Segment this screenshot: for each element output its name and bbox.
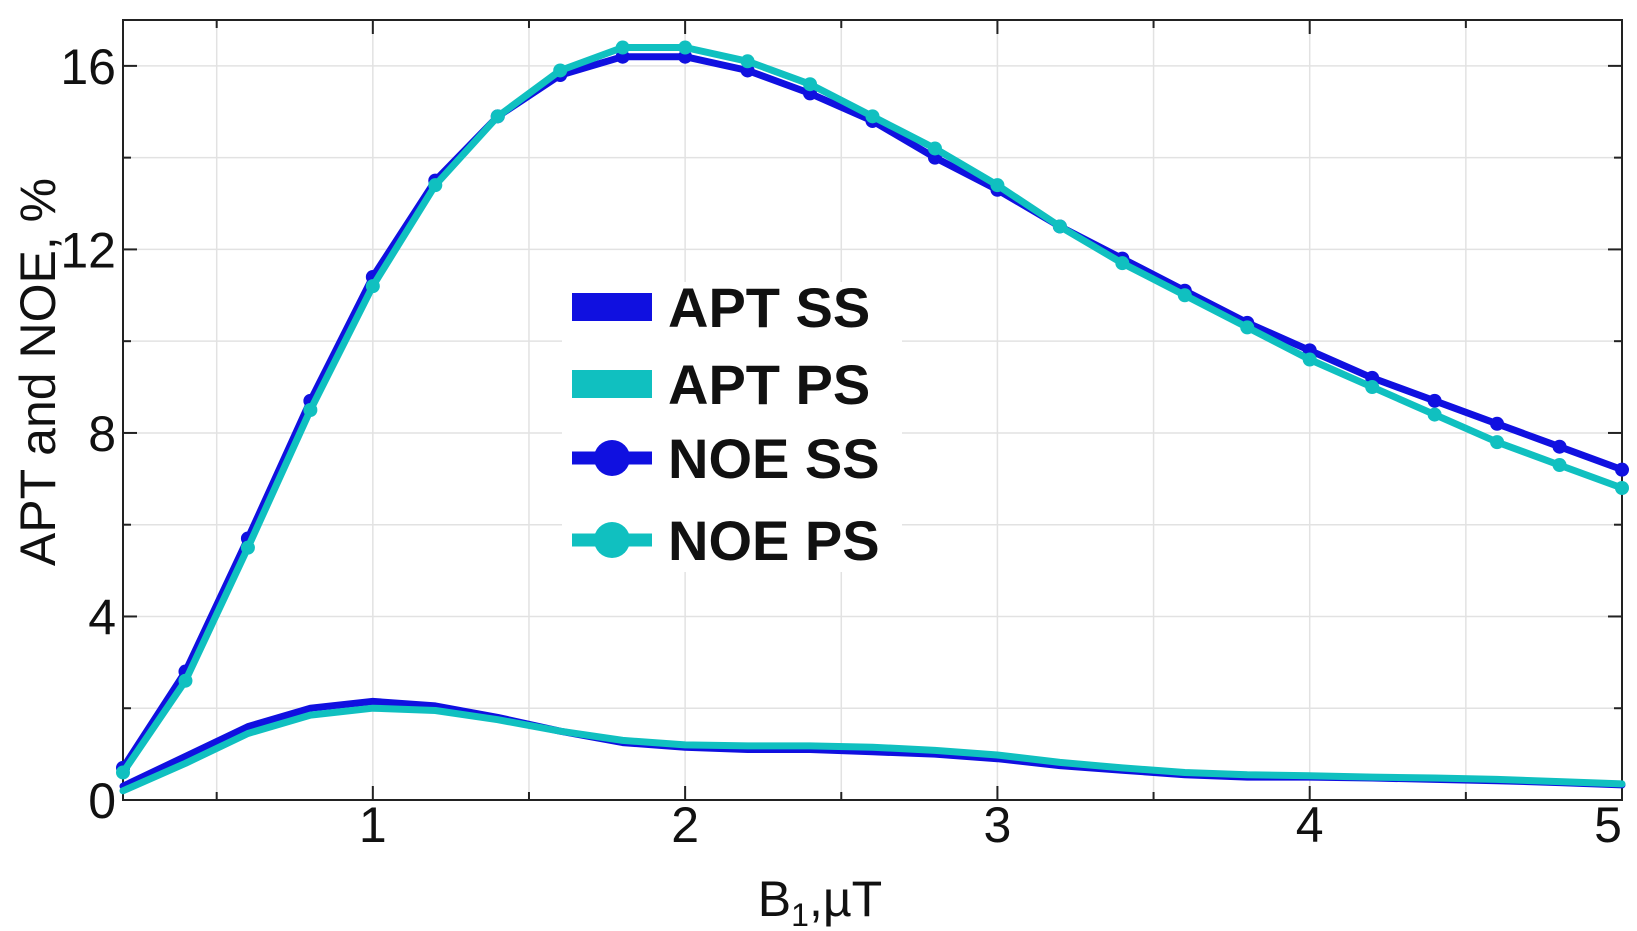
data-point [927, 141, 942, 156]
y-tick-label: 4 [88, 589, 116, 645]
legend-marker [594, 522, 630, 558]
x-tick-label: 2 [671, 797, 699, 853]
data-point [553, 63, 568, 78]
data-point [615, 40, 630, 55]
x-tick-label: 5 [1594, 797, 1622, 853]
data-point [1552, 439, 1567, 454]
legend: APT SS APT PS NOE SS NOE PS [562, 276, 902, 572]
data-point [1615, 481, 1629, 495]
legend-label: NOE PS [668, 509, 880, 572]
data-point [1427, 393, 1442, 408]
y-tick-label: 0 [88, 773, 116, 829]
y-axis-title: APT and NOE, % [10, 178, 66, 566]
data-point [303, 403, 318, 417]
data-point [1490, 435, 1505, 450]
data-point [740, 54, 755, 69]
data-point [1177, 288, 1192, 303]
data-point [1427, 407, 1442, 422]
data-point [178, 673, 193, 688]
x-axis-title-subscript: 1 [791, 897, 809, 931]
data-point [490, 109, 505, 124]
y-tick-label: 16 [60, 39, 116, 95]
legend-label: NOE SS [668, 427, 880, 490]
data-point [1490, 416, 1505, 431]
y-tick-label: 8 [88, 406, 116, 462]
series-line [119, 704, 1626, 795]
x-tick-label: 1 [359, 797, 387, 853]
data-point [1615, 462, 1629, 477]
data-point [116, 765, 130, 780]
data-point [1115, 256, 1130, 271]
series-layer [116, 40, 1629, 795]
legend-label: APT SS [668, 276, 870, 339]
data-point [1240, 320, 1255, 335]
x-tick-label: 3 [984, 797, 1012, 853]
data-point [428, 178, 443, 193]
data-point [240, 540, 255, 555]
plot-frame [122, 19, 1623, 801]
data-point [365, 279, 380, 294]
data-point [1302, 352, 1317, 367]
data-point [678, 40, 693, 55]
data-point [990, 178, 1005, 193]
x-axis-title: B1,µT [758, 871, 882, 931]
legend-marker [594, 440, 630, 476]
y-tick-label: 12 [60, 222, 116, 278]
data-point [1365, 380, 1380, 395]
x-tick-label: 4 [1296, 797, 1324, 853]
x-axis-title-main: B [758, 871, 791, 927]
data-point [1552, 458, 1567, 473]
axis-ticks [123, 20, 1623, 800]
data-point [1052, 219, 1067, 234]
x-axis-title-unit: ,µT [809, 871, 882, 927]
data-point [803, 77, 818, 92]
plot-border [122, 19, 1623, 801]
data-point [865, 109, 880, 124]
legend-label: APT PS [668, 353, 870, 416]
